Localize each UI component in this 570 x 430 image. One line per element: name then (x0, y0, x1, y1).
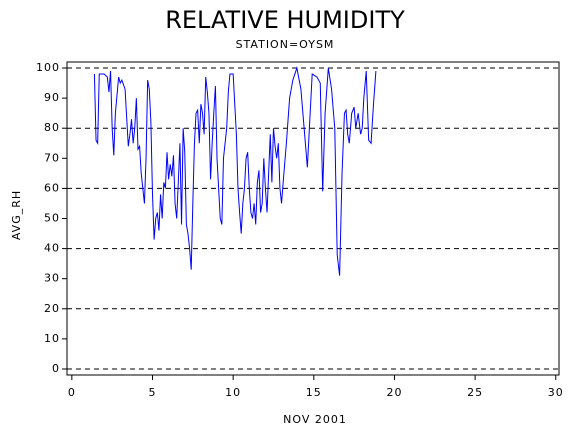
y-tick-label: 50 (44, 212, 60, 225)
x-axis-label: NOV 2001 (283, 413, 347, 426)
y-tick-label: 10 (44, 332, 60, 345)
chart-title: RELATIVE HUMIDITY (165, 6, 405, 34)
x-tick-label: 30 (548, 386, 564, 399)
y-tick-label: 30 (44, 272, 60, 285)
y-tick-label: 20 (44, 302, 60, 315)
x-tick-label: 25 (467, 386, 483, 399)
x-tick-label: 15 (306, 386, 322, 399)
y-tick-label: 0 (52, 362, 60, 375)
x-tick-label: 0 (68, 386, 76, 399)
y-axis-label: AVG_RH (10, 190, 23, 240)
x-tick-label: 10 (225, 386, 241, 399)
y-tick-label: 90 (44, 91, 60, 104)
chart-subtitle: STATION=OYSM (236, 38, 335, 51)
y-tick-label: 70 (44, 151, 60, 164)
y-tick-label: 100 (36, 61, 60, 74)
data-line (93, 66, 377, 276)
x-tick-label: 20 (386, 386, 402, 399)
plot-frame (66, 61, 560, 376)
y-tick-label: 60 (44, 181, 60, 194)
y-tick-label: 80 (44, 121, 60, 134)
y-tick-label: 40 (44, 242, 60, 255)
x-tick-label: 5 (148, 386, 156, 399)
